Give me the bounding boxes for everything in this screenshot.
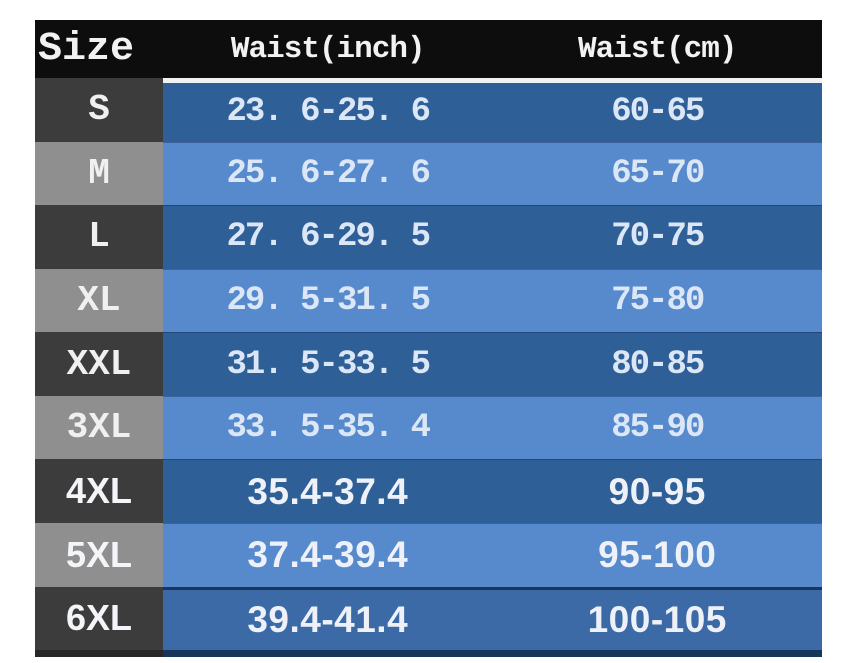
table-body: S 23. 6-25. 6 60-65 M 25. 6-27. 6 65-70 … — [35, 78, 822, 651]
waist-inch-cell: 37.4-39.4 — [163, 522, 493, 587]
waist-inch-cell: 35.4-37.4 — [163, 459, 493, 523]
size-cell: XXL — [35, 332, 163, 396]
bottom-border-blue-segment — [163, 650, 822, 657]
table-row-5xl: 5XL 37.4-39.4 95-100 — [35, 522, 822, 587]
waist-inch-cell: 33. 5-35. 4 — [163, 395, 493, 460]
waist-inch-cell: 29. 5-31. 5 — [163, 268, 493, 333]
size-cell: XL — [35, 268, 163, 333]
table-row-xl: XL 29. 5-31. 5 75-80 — [35, 268, 822, 333]
table-row-3xl: 3XL 33. 5-35. 4 85-90 — [35, 395, 822, 460]
waist-inch-cell: 39.4-41.4 — [163, 586, 493, 651]
waist-inch-cell: 23. 6-25. 6 — [163, 78, 493, 142]
table-row-l: L 27. 6-29. 5 70-75 — [35, 205, 822, 269]
waist-cm-cell: 95-100 — [492, 522, 822, 587]
column-header-size: Size — [38, 26, 135, 72]
waist-inch-cell: 27. 6-29. 5 — [163, 205, 493, 269]
waist-cm-cell: 60-65 — [492, 78, 822, 142]
column-header-waist-inch: Waist(inch) — [230, 31, 426, 67]
waist-inch-cell: 25. 6-27. 6 — [163, 141, 493, 206]
waist-cm-cell: 75-80 — [492, 268, 822, 333]
waist-cm-cell: 85-90 — [492, 395, 822, 460]
size-cell: 6XL — [35, 586, 163, 651]
waist-inch-cell: 31. 5-33. 5 — [163, 332, 493, 396]
size-chart-table: Size Waist(inch) Waist(cm) S 23. 6-25. 6… — [35, 20, 822, 657]
waist-cm-cell: 70-75 — [492, 205, 822, 269]
size-cell: 4XL — [35, 459, 163, 523]
size-cell: 5XL — [35, 522, 163, 587]
size-cell: M — [35, 141, 163, 206]
table-bottom-border — [35, 650, 822, 657]
table-row-4xl: 4XL 35.4-37.4 90-95 — [35, 459, 822, 523]
size-cell: 3XL — [35, 395, 163, 460]
size-cell: L — [35, 205, 163, 269]
column-header-waist-cm: Waist(cm) — [578, 31, 737, 67]
table-row-xxl: XXL 31. 5-33. 5 80-85 — [35, 332, 822, 396]
size-cell: S — [35, 78, 163, 142]
table-row-6xl: 6XL 39.4-41.4 100-105 — [35, 586, 822, 651]
waist-cm-cell: 65-70 — [492, 141, 822, 206]
waist-cm-cell: 80-85 — [492, 332, 822, 396]
bottom-border-gray-segment — [35, 650, 163, 657]
table-row-s: S 23. 6-25. 6 60-65 — [35, 78, 822, 142]
waist-cm-cell: 90-95 — [492, 459, 822, 523]
table-row-m: M 25. 6-27. 6 65-70 — [35, 141, 822, 206]
table-header-row: Size Waist(inch) Waist(cm) — [35, 20, 822, 78]
waist-cm-cell: 100-105 — [492, 586, 822, 651]
